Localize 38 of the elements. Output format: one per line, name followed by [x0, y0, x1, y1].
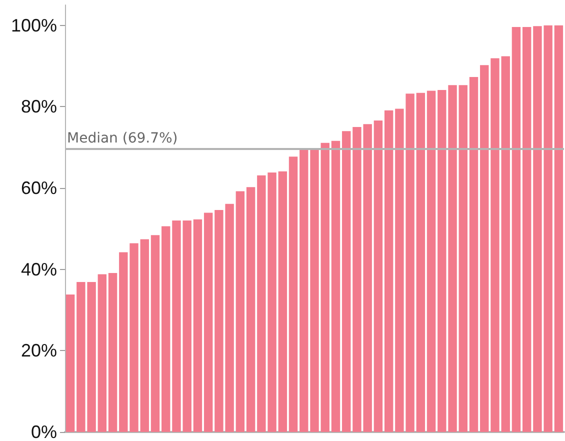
bar [458, 85, 468, 432]
y-tick-label: 60% [20, 178, 57, 198]
bar [288, 156, 298, 432]
bar [310, 148, 319, 432]
bar [480, 65, 489, 432]
bar [331, 140, 340, 432]
bar [108, 272, 118, 432]
bar [66, 294, 75, 432]
bar [246, 187, 256, 432]
bar [193, 219, 202, 432]
bar [501, 56, 510, 432]
bar [300, 150, 308, 432]
bar [98, 274, 107, 432]
bar [384, 110, 394, 432]
bar [119, 252, 128, 432]
y-tick-label: 20% [20, 340, 57, 361]
bar [150, 235, 160, 432]
bar [130, 243, 138, 432]
y-tick-label: 100% [10, 15, 57, 36]
bar [490, 58, 500, 432]
bar [426, 90, 436, 432]
bar [278, 171, 287, 432]
ref-line-label: Median (69.7%) [67, 130, 178, 147]
bar [162, 226, 170, 432]
bar [342, 131, 351, 432]
bar [469, 76, 478, 432]
bar [522, 26, 532, 432]
bar [320, 142, 330, 432]
bar [140, 239, 149, 432]
y-tick-label: 40% [20, 259, 57, 280]
bar [236, 191, 245, 432]
y-tick-label: 80% [20, 96, 57, 117]
bar [416, 92, 426, 432]
bar [374, 120, 383, 432]
bar [554, 25, 564, 432]
bar [512, 26, 521, 432]
y-tick-label: 0% [30, 422, 57, 441]
bar [204, 212, 213, 432]
